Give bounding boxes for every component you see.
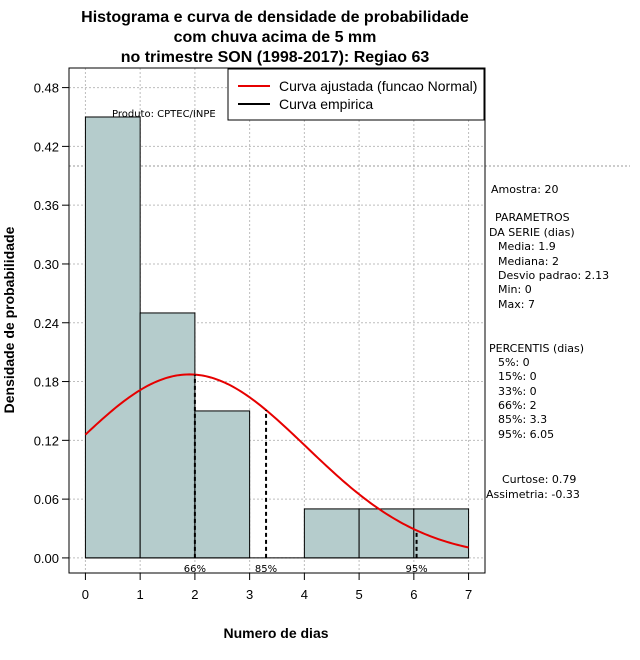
stat-media: Media: 1.9 [498,240,556,253]
y-tick-label: 0.24 [34,316,59,331]
histogram-bar [139,312,196,559]
stat-amostra: Amostra: 20 [491,183,558,196]
stat-curtose: Curtose: 0.79 [502,473,576,486]
stat-p95: 95%: 6.05 [498,428,554,441]
y-tick-label: 0.12 [34,433,59,448]
stat-parametros-title-2: DA SERIE (dias) [489,226,575,239]
chart-title-line-3: no trimestre SON (1998-2017): Regiao 63 [121,49,430,66]
y-axis-title: Densidade de probabilidade [1,226,17,413]
stat-min: Min: 0 [498,283,532,296]
legend-label-empirical: Curva empirica [279,96,373,112]
legend-box [227,68,485,121]
x-axis-title: Numero de dias [223,625,328,641]
axes: 0 1 2 3 4 5 6 7 0.00 0.06 0.12 0.18 0.24 0.30 0.36 0.42… [34,81,473,602]
histogram-bar [84,116,141,559]
stat-p85: 85%: 3.3 [498,413,547,426]
x-tick-label: 6 [410,587,417,602]
histogram-bar [303,508,360,559]
y-tick-label: 0.42 [34,139,59,154]
normal-curve [84,373,469,549]
stat-desvio: Desvio padrao: 2.13 [498,269,609,282]
x-tick-label: 4 [301,587,308,602]
percentile-markers: 66% 85% 95% [184,374,428,575]
stat-p33: 33%: 0 [498,385,537,398]
x-tick-label: 3 [246,587,253,602]
stat-assimetria: Assimetria: -0.33 [486,488,580,501]
y-tick-label: 0.30 [34,257,59,272]
y-tick-label: 0.48 [34,81,59,96]
stat-parametros-title-1: PARAMETROS [495,211,570,224]
histogram-bars [84,116,470,559]
percentile-marker-label: 85% [255,564,277,575]
stat-percentis-title: PERCENTIS (dias) [489,342,584,355]
stat-max: Max: 7 [498,298,535,311]
percentile-marker-label: 95% [405,564,427,575]
stat-p5: 5%: 0 [498,356,530,369]
normal-curve-line [84,373,469,549]
histogram-bar [358,508,415,559]
x-tick-label: 0 [82,587,89,602]
source-label: Produto: CPTEC/INPE [112,109,216,120]
stat-mediana: Mediana: 2 [498,255,559,268]
histogram-bar [194,410,251,559]
y-tick-label: 0.06 [34,492,59,507]
legend: Curva ajustada (funcao Normal) Curva emp… [227,68,485,121]
x-tick-label: 5 [355,587,362,602]
legend-label-normal: Curva ajustada (funcao Normal) [279,78,477,94]
stat-p15: 15%: 0 [498,370,537,383]
y-tick-label: 0.18 [34,375,59,390]
stat-p66: 66%: 2 [498,399,537,412]
x-tick-label: 1 [137,587,144,602]
y-tick-label: 0.36 [34,198,59,213]
x-tick-label: 7 [465,587,472,602]
stats-panel: Amostra: 20 PARAMETROS DA SERIE (dias) M… [486,183,609,501]
x-tick-label: 2 [191,587,198,602]
chart-title-line-2: com chuva acima de 5 mm [174,29,377,46]
chart-title-line-1: Histograma e curva de densidade de proba… [81,9,469,26]
percentile-marker-label: 66% [184,564,206,575]
y-tick-label: 0.00 [34,551,59,566]
